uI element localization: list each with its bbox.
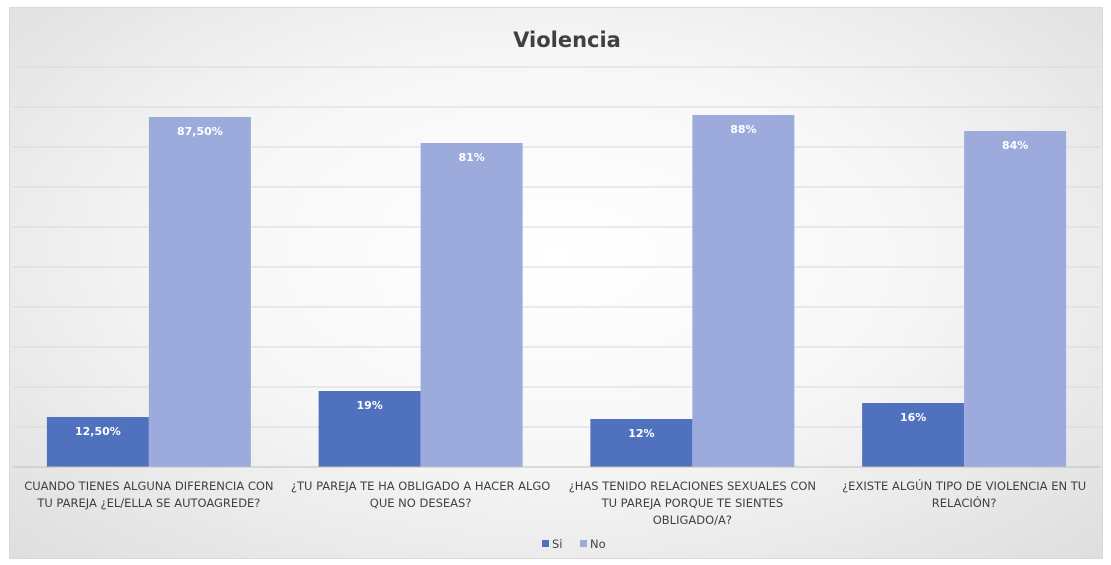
legend-label-no: No — [590, 537, 606, 551]
legend-label-si: Si — [552, 537, 563, 551]
data-label-si-0: 12,50% — [75, 425, 121, 438]
bar-no-3 — [964, 131, 1067, 467]
data-label-si-2: 12% — [628, 427, 654, 440]
category-label-3: ¿EXISTE ALGÚN TIPO DE VIOLENCIA EN TU REL… — [842, 478, 1086, 510]
data-label-si-1: 19% — [356, 399, 382, 412]
category-label-1: ¿TU PAREJA TE HA OBLIGADO A HACER ALGO QU… — [291, 479, 550, 510]
bar-si-3 — [862, 403, 965, 467]
bars — [46, 115, 1067, 467]
data-label-si-3: 16% — [900, 411, 926, 424]
data-label-no-0: 87,50% — [177, 125, 223, 138]
bar-si-1 — [318, 391, 421, 467]
bar-si-2 — [590, 419, 693, 467]
data-label-no-3: 84% — [1002, 139, 1028, 152]
data-label-no-1: 81% — [458, 151, 484, 164]
bar-si-0 — [46, 417, 149, 467]
data-label-no-2: 88% — [730, 123, 756, 136]
chart-frame: Violencia 12,50% 19% 12% 16% 87,50% 81% 88% 84%… — [9, 7, 1103, 559]
category-label-2: ¿HAS TENIDO RELACIONES SEXUALES CON TU PA… — [569, 479, 816, 527]
legend-swatch-no — [580, 540, 587, 547]
category-labels: CUANDO TIENES ALGUNA DIFERENCIA CON TU PA… — [24, 478, 1086, 527]
chart-title: Violencia — [513, 28, 621, 52]
legend: Si No — [542, 537, 606, 551]
category-label-0: CUANDO TIENES ALGUNA DIFERENCIA CON TU PA… — [24, 479, 273, 510]
bar-chart: Violencia 12,50% 19% 12% 16% 87,50% 81% 88% 84%… — [13, 28, 1100, 551]
data-labels: 12,50% 19% 12% 16% 87,50% 81% 88% 84% — [75, 123, 1028, 440]
bar-no-2 — [692, 115, 795, 467]
bar-no-1 — [420, 143, 523, 467]
bar-no-0 — [148, 117, 251, 467]
legend-swatch-si — [542, 540, 549, 547]
